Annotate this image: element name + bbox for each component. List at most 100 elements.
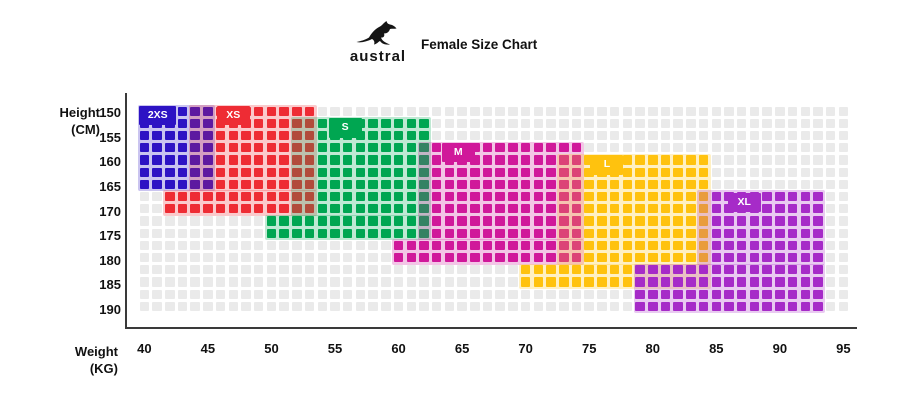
size-square-2xs	[152, 130, 162, 141]
grid-cell	[838, 228, 849, 238]
grid-cell	[444, 289, 455, 299]
grid-cell	[724, 167, 734, 177]
size-square-xl	[686, 301, 696, 311]
size-square-m	[571, 179, 582, 189]
size-square-s	[317, 143, 328, 153]
size-square-s	[317, 216, 328, 226]
size-square-s	[406, 155, 416, 165]
size-square-s	[266, 228, 277, 238]
size-square-s	[317, 118, 328, 128]
size-square-m	[520, 252, 531, 263]
size-square-s	[406, 216, 416, 226]
size-square-xs	[279, 179, 289, 189]
x-tick-80: 80	[645, 341, 660, 356]
grid-cell	[533, 301, 544, 311]
size-square-xs	[228, 191, 239, 202]
size-square-s	[393, 130, 404, 141]
grid-cell	[749, 155, 760, 165]
size-square-l	[622, 277, 633, 287]
size-square-m	[546, 252, 556, 263]
grid-cell	[266, 240, 277, 250]
size-square-s	[406, 130, 416, 141]
grid-cell	[241, 289, 251, 299]
grid-cell	[838, 240, 849, 250]
size-square-m	[533, 167, 544, 177]
x-axis-line	[125, 327, 857, 329]
grid-cell	[215, 240, 226, 250]
size-square-s	[368, 228, 378, 238]
size-square-xl	[800, 191, 811, 202]
size-square-xs	[304, 130, 315, 141]
size-square-m	[571, 240, 582, 250]
grid-cell	[825, 167, 836, 177]
grid-cell	[381, 240, 391, 250]
x-tick-85: 85	[709, 341, 724, 356]
size-square-xs	[253, 143, 264, 153]
y-axis-title-line2: (CM)	[71, 122, 100, 137]
size-square-m	[495, 216, 505, 226]
size-square-s	[317, 204, 328, 214]
size-square-2xs	[177, 155, 188, 165]
size-square-xs	[228, 143, 239, 153]
size-square-l	[584, 252, 594, 263]
size-square-xs	[279, 143, 289, 153]
size-square-m	[533, 155, 544, 165]
grid-cell	[838, 252, 849, 263]
grid-cell	[584, 118, 594, 128]
size-square-xl	[660, 277, 671, 287]
size-square-m	[495, 179, 505, 189]
size-square-l	[660, 167, 671, 177]
size-square-l	[622, 204, 633, 214]
size-square-xl	[736, 252, 747, 263]
size-square-xs	[253, 179, 264, 189]
size-square-l	[609, 191, 620, 202]
grid-cell	[152, 191, 162, 202]
grid-cell	[609, 118, 620, 128]
size-square-s	[406, 118, 416, 128]
grid-cell	[787, 118, 798, 128]
grid-cell	[431, 130, 442, 141]
grid-cell	[470, 106, 480, 116]
size-square-xl	[787, 301, 798, 311]
grid-cell	[241, 216, 251, 226]
size-square-l	[584, 191, 594, 202]
grid-cell	[495, 289, 505, 299]
size-label-s: S	[328, 118, 362, 138]
size-square-l	[698, 179, 709, 189]
size-square-m	[571, 216, 582, 226]
y-tick-150: 150	[99, 105, 121, 120]
grid-cell	[330, 240, 340, 250]
grid-cell	[381, 289, 391, 299]
size-square-2xs	[203, 106, 213, 116]
size-square-s	[393, 216, 404, 226]
size-square-s	[368, 130, 378, 141]
size-square-m	[406, 240, 416, 250]
grid-cell	[139, 277, 150, 287]
size-square-l	[660, 228, 671, 238]
size-square-s	[381, 179, 391, 189]
size-square-xl	[711, 265, 722, 275]
size-square-m	[559, 228, 569, 238]
size-square-m	[495, 155, 505, 165]
size-square-s	[419, 130, 429, 141]
size-square-l	[597, 265, 607, 275]
size-square-xl	[800, 252, 811, 263]
size-square-s	[419, 179, 429, 189]
size-square-xs	[279, 155, 289, 165]
grid-cell	[368, 252, 378, 263]
grid-cell	[406, 106, 416, 116]
size-square-xl	[698, 289, 709, 299]
size-label-xl: XL	[727, 192, 761, 213]
grid-cell	[559, 301, 569, 311]
grid-cell	[533, 130, 544, 141]
size-square-xs	[241, 204, 251, 214]
size-square-xl	[762, 289, 772, 299]
size-square-m	[546, 204, 556, 214]
grid-cell	[292, 301, 302, 311]
size-label-l: L	[590, 155, 624, 175]
size-square-xl	[648, 277, 658, 287]
grid-cell	[724, 118, 734, 128]
size-square-xs	[279, 118, 289, 128]
size-square-m	[520, 204, 531, 214]
grid-cell	[724, 155, 734, 165]
